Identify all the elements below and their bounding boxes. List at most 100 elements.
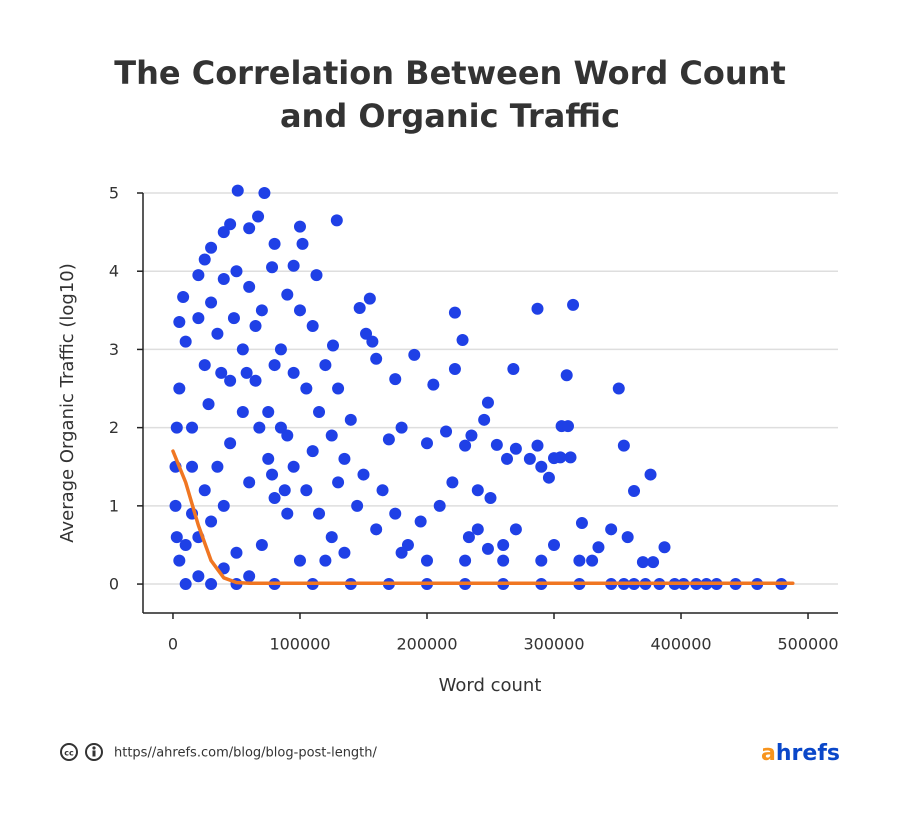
scatter-point — [170, 421, 183, 434]
scatter-point — [243, 570, 256, 583]
scatter-point — [351, 499, 364, 512]
scatter-point — [268, 359, 281, 372]
scatter-point — [186, 460, 199, 473]
scatter-point — [243, 476, 256, 489]
scatter-point — [173, 316, 186, 329]
scatter-point — [224, 374, 237, 387]
scatter-point — [192, 570, 205, 583]
scatter-point — [313, 507, 326, 520]
scatter-point — [427, 378, 440, 391]
scatter-point — [456, 334, 469, 347]
scatter-point — [278, 484, 291, 497]
scatter-point — [249, 319, 262, 332]
scatter-point — [310, 269, 323, 282]
scatter-point — [376, 484, 389, 497]
scatter-point — [509, 523, 522, 536]
scatter-point — [179, 538, 192, 551]
y-axis-label: Average Organic Traffic (log10) — [57, 263, 78, 543]
scatter-point — [446, 476, 459, 489]
scatter-point — [414, 515, 427, 528]
scatter-point — [243, 222, 256, 235]
scatter-point — [300, 382, 313, 395]
scatter-point — [420, 437, 433, 450]
scatter-point — [507, 362, 520, 375]
scatter-point — [433, 499, 446, 512]
scatter-point — [366, 335, 379, 348]
scatter-point — [548, 452, 561, 465]
scatter-point — [327, 339, 340, 352]
logo-a: a — [761, 741, 776, 766]
scatter-point — [389, 373, 402, 386]
scatter-point — [255, 304, 268, 317]
scatter-point — [459, 439, 472, 452]
scatter-point — [370, 523, 383, 536]
scatter-point — [293, 304, 306, 317]
scatter-point — [240, 366, 253, 379]
scatter-point — [560, 369, 573, 382]
y-tick-label: 4 — [109, 262, 119, 281]
scatter-point — [179, 578, 192, 591]
scatter-point — [224, 437, 237, 450]
chart-title: The Correlation Between Word Count — [114, 54, 786, 92]
scatter-point — [370, 352, 383, 365]
by-icon-head — [92, 746, 96, 750]
scatter-point — [205, 578, 218, 591]
scatter-point — [266, 261, 279, 274]
scatter-point — [236, 405, 249, 418]
scatter-point — [325, 429, 338, 442]
scatter-point — [621, 531, 634, 544]
scatter-point — [459, 554, 472, 567]
scatter-point — [535, 460, 548, 473]
scatter-point — [353, 301, 366, 314]
x-tick-label: 500000 — [777, 635, 838, 654]
scatter-point — [617, 439, 630, 452]
scatter-point — [332, 382, 345, 395]
scatter-point — [274, 421, 287, 434]
scatter-point — [192, 269, 205, 282]
y-tick-label: 1 — [109, 496, 119, 515]
scatter-point — [205, 241, 218, 254]
scatter-point — [338, 546, 351, 559]
scatter-point — [338, 452, 351, 465]
scatter-point — [287, 259, 300, 272]
x-tick-label: 0 — [168, 635, 178, 654]
scatter-point — [497, 554, 510, 567]
scatter-point — [573, 554, 586, 567]
scatter-point — [531, 439, 544, 452]
scatter-point — [281, 507, 294, 520]
x-axis-label: Word count — [439, 675, 542, 696]
scatter-point — [202, 398, 215, 411]
scatter-point — [170, 531, 183, 544]
scatter-point — [227, 312, 240, 325]
scatter-point — [575, 517, 588, 530]
scatter-point — [236, 343, 249, 356]
scatter-point — [440, 425, 453, 438]
scatter-point — [561, 420, 574, 433]
scatter-point — [448, 306, 461, 319]
scatter-point — [481, 542, 494, 555]
x-tick-label: 400000 — [650, 635, 711, 654]
scatter-point — [173, 554, 186, 567]
scatter-point — [266, 468, 279, 481]
scatter-point — [230, 265, 243, 278]
scatter-point — [211, 460, 224, 473]
scatter-point — [605, 523, 618, 536]
logo: ahrefs — [761, 741, 840, 766]
scatter-point — [319, 554, 332, 567]
cc-icon — [60, 743, 78, 761]
scatter-point — [287, 460, 300, 473]
scatter-point — [478, 413, 491, 426]
scatter-point — [344, 413, 357, 426]
scatter-point — [382, 433, 395, 446]
scatter-point — [420, 554, 433, 567]
scatter-point — [564, 451, 577, 464]
scatter-point — [332, 476, 345, 489]
scatter-point — [306, 445, 319, 458]
scatter-point — [177, 291, 190, 304]
scatter-point — [628, 484, 641, 497]
scatter-point — [173, 382, 186, 395]
scatter-point — [217, 273, 230, 286]
scatter-point — [548, 538, 561, 551]
x-tick-label: 300000 — [523, 635, 584, 654]
scatter-point — [325, 531, 338, 544]
